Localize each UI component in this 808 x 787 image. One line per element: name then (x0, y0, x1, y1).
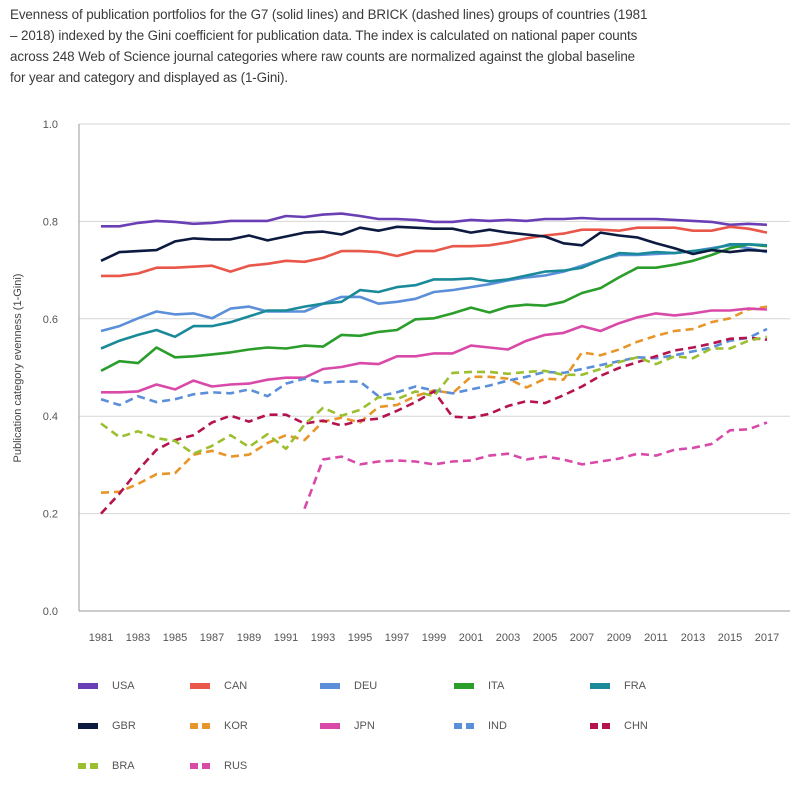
y-tick-label: 0.6 (43, 314, 58, 326)
legend-label: DEU (354, 680, 378, 692)
x-tick-label: 1997 (385, 632, 409, 644)
series-line-rus (303, 421, 768, 510)
series-line-can (101, 225, 768, 278)
legend-item-deu: DEU (320, 680, 377, 692)
legend-label: KOR (224, 720, 248, 732)
series-line-usa (101, 212, 768, 228)
x-tick-label: 1981 (89, 632, 113, 644)
x-tick-label: 1995 (348, 632, 372, 644)
legend-swatch (190, 763, 210, 769)
y-tick-labels: 0.0 0.2 0.4 0.6 0.8 1.0 (43, 119, 58, 618)
series-line-deu (100, 244, 768, 333)
x-tick-label: 1991 (274, 632, 298, 644)
x-tick-label: 1999 (422, 632, 446, 644)
legend-label: JPN (354, 720, 375, 732)
legend-item-rus: RUS (190, 760, 247, 772)
legend-label: FRA (624, 680, 646, 692)
x-tick-labels: 1981 1983 1985 1987 1989 1991 1993 1995 1997 1999… (89, 632, 779, 644)
axes (78, 124, 790, 612)
legend-item-kor: KOR (190, 720, 248, 732)
x-tick-label: 2013 (681, 632, 705, 644)
legend-label: ITA (488, 680, 505, 692)
series-line-jpn (101, 307, 768, 394)
legend-swatch (454, 683, 474, 689)
y-tick-label: 0.2 (43, 509, 58, 521)
series-line-kor (100, 305, 768, 494)
legend-swatch (78, 723, 98, 729)
legend-label: IND (488, 720, 507, 732)
x-tick-label: 2009 (607, 632, 631, 644)
legend-swatch (320, 723, 340, 729)
legend-item-fra: FRA (590, 680, 646, 692)
legend-label: CHN (624, 720, 648, 732)
line-chart: 0.00.20.40.60.81.0 1981 1983 1985 1987 1989 1… (12, 119, 790, 644)
legend-item-ind: IND (454, 720, 507, 732)
legend-item-usa: USA (78, 680, 135, 692)
figure-caption: Evenness of publication portfolios for t… (10, 7, 648, 85)
series-lines (100, 212, 768, 515)
y-axis-title: Publication category evenness (1-Gini) (12, 274, 24, 463)
series-line-bra (100, 335, 768, 456)
legend-swatch (454, 723, 474, 729)
legend-swatch (590, 723, 610, 729)
legend-swatch (590, 683, 610, 689)
legend-swatch (320, 683, 340, 689)
y-tick-label: 0.4 (43, 411, 58, 423)
x-tick-label: 2005 (533, 632, 557, 644)
legend-item-ita: ITA (454, 680, 504, 692)
x-tick-label: 2007 (570, 632, 594, 644)
y-tick-label: 0.0 (43, 606, 58, 618)
x-tick-label: 2011 (644, 632, 668, 644)
legend-label: RUS (224, 760, 248, 772)
y-tick-label: 1.0 (43, 119, 58, 131)
legend-item-bra: BRA (78, 760, 135, 772)
y-tick-label: 0.8 (43, 216, 58, 228)
x-tick-label: 1987 (200, 632, 224, 644)
legend-item-jpn: JPN (320, 720, 375, 732)
x-tick-label: 1983 (126, 632, 150, 644)
series-line-gbr (100, 225, 768, 262)
x-tick-label: 2017 (755, 632, 779, 644)
x-tick-label: 2001 (459, 632, 483, 644)
series-line-ita (100, 243, 768, 373)
legend-swatch (190, 683, 210, 689)
legend-swatch (78, 763, 98, 769)
x-tick-label: 1985 (163, 632, 187, 644)
x-tick-label: 1993 (311, 632, 335, 644)
legend-item-gbr: GBR (78, 720, 136, 732)
x-tick-label: 1989 (237, 632, 261, 644)
series-line-fra (100, 243, 768, 350)
legend-swatch (190, 723, 210, 729)
legend-swatch (78, 683, 98, 689)
legend-item-chn: CHN (590, 720, 648, 732)
x-tick-label: 2003 (496, 632, 520, 644)
legend-item-can: CAN (190, 680, 247, 692)
series-line-chn (100, 336, 768, 515)
legend-label: GBR (112, 720, 136, 732)
legend-label: USA (112, 680, 135, 692)
legend-label: CAN (224, 680, 248, 692)
legend-label: BRA (112, 760, 135, 772)
x-tick-label: 2015 (718, 632, 742, 644)
